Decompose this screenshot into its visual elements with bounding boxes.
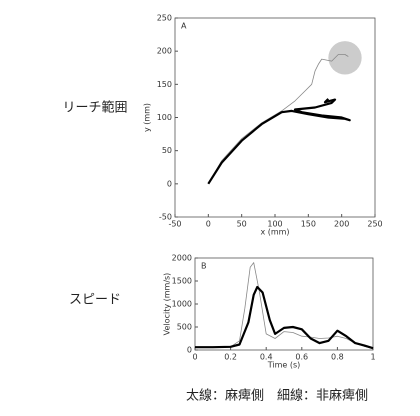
x-tick-label: -50 [168, 220, 181, 229]
y-axis-label: y (mm) [143, 103, 152, 132]
x-tick-label: 0.4 [260, 353, 273, 362]
y-tick-label: 1000 [172, 300, 192, 309]
x-tick-label: 0.8 [331, 353, 344, 362]
x-tick-label: 250 [367, 220, 382, 229]
x-tick-label: 0 [206, 220, 211, 229]
data-line [195, 262, 374, 349]
data-line [195, 285, 374, 350]
x-axis-label: x (mm) [260, 228, 289, 237]
target-circle [328, 41, 362, 75]
x-tick-label: 50 [237, 220, 247, 229]
x-axis-label: Time (s) [267, 361, 301, 370]
y-tick-label: 150 [157, 80, 172, 89]
y-tick-label: 0 [167, 179, 172, 188]
y-axis-label: Velocity (mm/s) [163, 273, 172, 336]
row-label: スピード [69, 293, 121, 308]
y-tick-label: 200 [157, 47, 172, 56]
x-tick-label: 0.2 [224, 353, 237, 362]
y-tick-label: 50 [162, 146, 172, 155]
y-tick-label: 500 [177, 323, 192, 332]
x-tick-label: 150 [301, 220, 316, 229]
data-line [207, 54, 349, 185]
caption: 太線：麻痺側 細線：非麻痺側 [186, 388, 368, 404]
y-tick-label: 100 [157, 113, 172, 122]
panel-label: B [201, 262, 207, 271]
x-tick-label: 0.6 [295, 353, 308, 362]
x-tick-label: 1 [370, 353, 375, 362]
x-tick-label: 200 [334, 220, 349, 229]
x-tick-label: 100 [267, 220, 282, 229]
x-tick-label: 0 [192, 353, 197, 362]
y-tick-label: 0 [187, 346, 192, 355]
y-tick-label: -50 [159, 213, 172, 222]
panel-label: A [181, 22, 187, 31]
data-line [207, 98, 351, 185]
y-tick-label: 2000 [172, 254, 192, 263]
y-tick-label: 1500 [172, 277, 192, 286]
y-tick-label: 250 [157, 14, 172, 23]
row-label: リーチ範囲 [62, 101, 127, 116]
